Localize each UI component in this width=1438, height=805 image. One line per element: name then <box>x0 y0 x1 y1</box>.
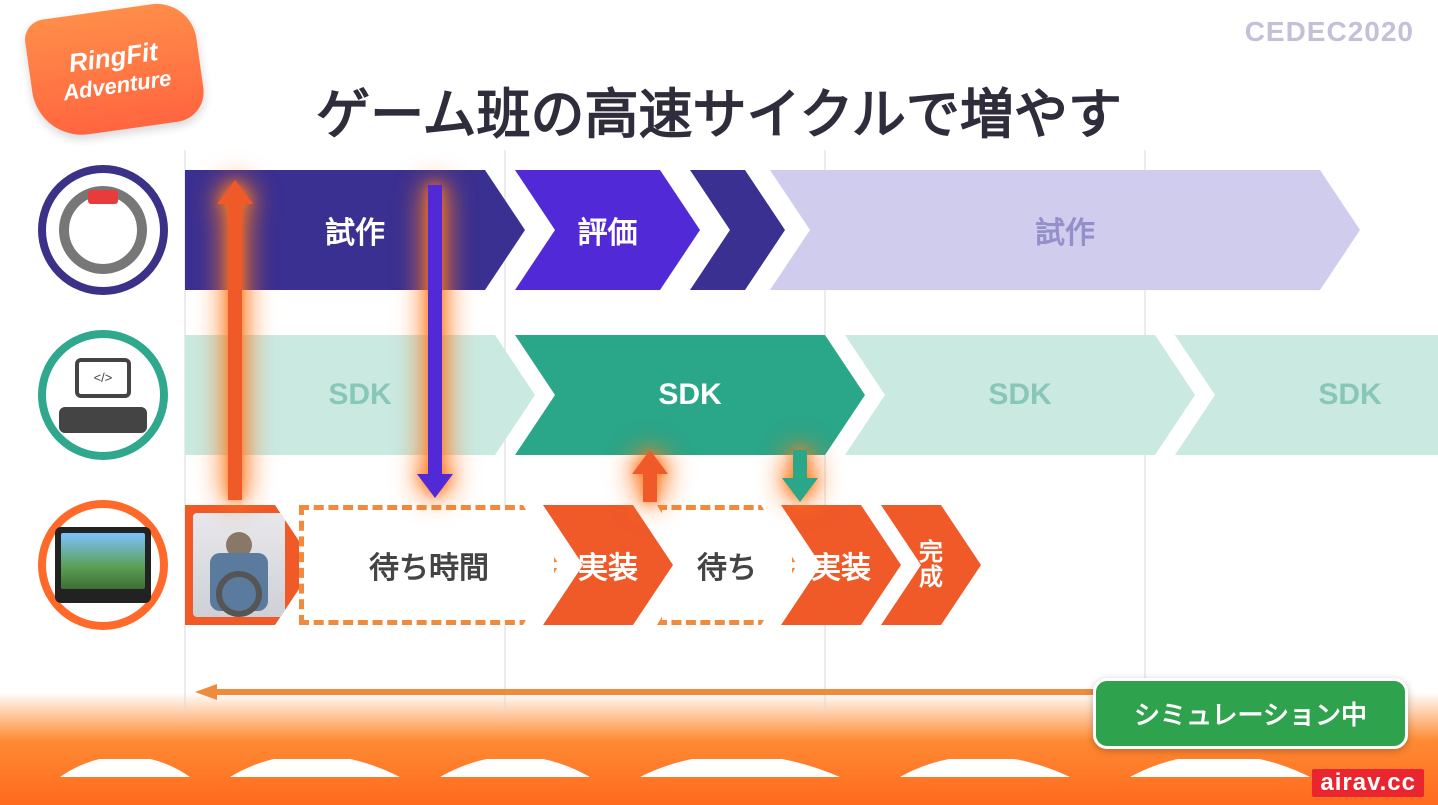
grass-decoration <box>0 759 1438 777</box>
ringcon-icon <box>38 165 168 295</box>
flow-arrow-up1 <box>213 180 257 500</box>
flow-arrow-up2 <box>628 450 672 502</box>
player-photo <box>193 513 285 617</box>
segment: 実装 <box>543 505 673 625</box>
lane-sdk: SDK SDK SDK SDK <box>185 335 1438 455</box>
lane-ringcon: 試作 評価 試作 <box>185 170 1438 290</box>
segment-label: SDK <box>658 378 721 412</box>
segment-label: 実装 <box>578 543 638 587</box>
segment-label: SDK <box>988 378 1051 412</box>
watermark: airav.cc <box>1312 769 1424 797</box>
segment: SDK <box>1175 335 1438 455</box>
chart-area: 試作 評価 試作 </> SDK SDK SDK SDK 待ち時間 実装 待ち 実装 完成 <box>0 150 1438 710</box>
segment: 実装 <box>781 505 901 625</box>
flow-arrow-down2 <box>778 450 822 502</box>
segment-label: SDK <box>328 378 391 412</box>
segment-label: SDK <box>1318 378 1381 412</box>
page-title: ゲーム班の高速サイクルで増やす <box>0 70 1438 149</box>
timeline-arrow <box>195 682 1205 702</box>
segment: 評価 <box>515 170 700 290</box>
cedec-label: CEDEC2020 <box>1245 16 1414 48</box>
segment: 待ち時間 <box>299 505 559 625</box>
segment-label: 評価 <box>578 208 638 252</box>
segment-label: 実装 <box>811 543 871 587</box>
lane-game: 待ち時間 実装 待ち 実装 完成 <box>185 505 1438 625</box>
flow-arrow-down1 <box>413 185 457 498</box>
sdk-icon: </> <box>38 330 168 460</box>
segment <box>690 170 785 290</box>
game-icon <box>38 500 168 630</box>
segment: SDK <box>515 335 865 455</box>
segment-label: 待ち <box>697 543 757 587</box>
segment <box>185 505 315 625</box>
segment-label: 試作 <box>1035 208 1095 252</box>
segment: 待ち <box>657 505 797 625</box>
row-game: 待ち時間 実装 待ち 実装 完成 <box>0 500 1438 640</box>
segment-label: 試作 <box>325 208 385 252</box>
segment-label: 完成 <box>919 540 943 590</box>
segment-label: 待ち時間 <box>369 543 489 587</box>
segment: SDK <box>845 335 1195 455</box>
simulation-badge: シミュレーション中 <box>1093 678 1408 749</box>
segment: 試作 <box>770 170 1360 290</box>
